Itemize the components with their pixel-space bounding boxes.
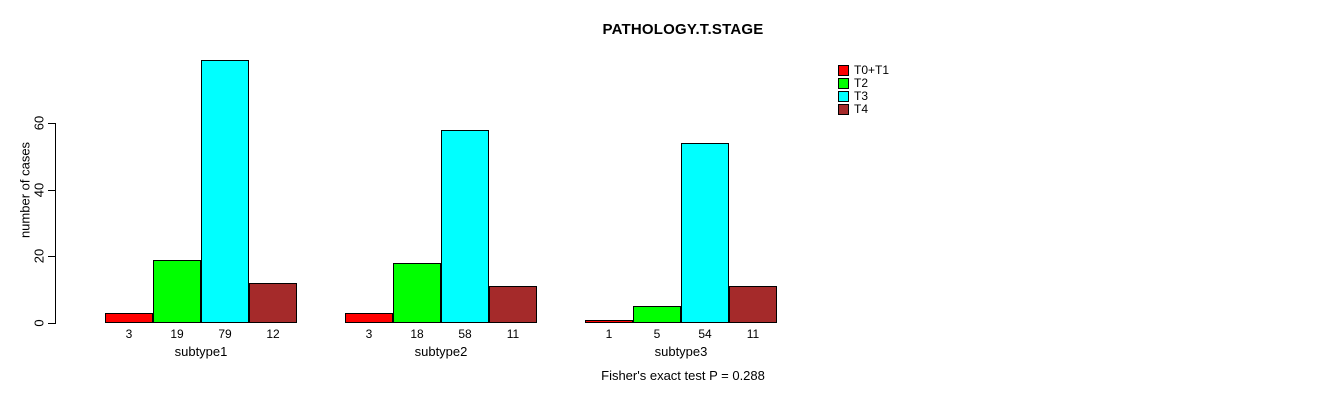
y-tick-label: 20 [31, 248, 47, 264]
bar-t4 [489, 286, 537, 323]
group-label-subtype3: subtype3 [654, 344, 708, 359]
y-axis-label: number of cases [17, 141, 33, 239]
legend-label: T3 [854, 89, 869, 103]
bar-value-label: 1 [605, 327, 613, 341]
legend-swatch [838, 65, 849, 76]
legend-swatch [838, 78, 849, 89]
chart-title: PATHOLOGY.T.STAGE [602, 21, 764, 38]
bar-value-label: 11 [746, 327, 760, 341]
legend: T0+T1 T2 T3 T4 [838, 64, 889, 116]
legend-label: T2 [854, 76, 869, 90]
bar-value-label: 3 [365, 327, 373, 341]
bar-value-label: 19 [170, 327, 184, 341]
bar-value-label: 58 [458, 327, 472, 341]
bar-value-label: 12 [266, 327, 280, 341]
legend-item-t2: T2 [838, 77, 889, 90]
bar-value-label: 11 [506, 327, 520, 341]
bar-t3 [201, 60, 249, 323]
legend-label: T4 [854, 102, 869, 116]
legend-item-t4: T4 [838, 103, 889, 116]
bar-value-label: 54 [698, 327, 712, 341]
y-tick-label: 0 [31, 319, 47, 327]
bar-value-label: 79 [218, 327, 232, 341]
legend-item-t3: T3 [838, 90, 889, 103]
bar-t4 [249, 283, 297, 323]
bar-t0-t1 [345, 313, 393, 323]
bar-t0-t1 [585, 320, 633, 323]
y-tick-mark [48, 190, 55, 191]
y-tick-mark [48, 323, 55, 324]
group-label-subtype1: subtype1 [174, 344, 228, 359]
bar-t2 [393, 263, 441, 323]
group-label-subtype2: subtype2 [414, 344, 468, 359]
bar-t3 [681, 143, 729, 323]
y-tick-mark [48, 123, 55, 124]
bar-value-label: 3 [125, 327, 133, 341]
bar-t0-t1 [105, 313, 153, 323]
y-tick-mark [48, 256, 55, 257]
bar-t3 [441, 130, 489, 323]
bar-t2 [633, 306, 681, 323]
y-tick-label: 60 [31, 115, 47, 131]
bar-value-label: 5 [653, 327, 661, 341]
annotation-fisher-test: Fisher's exact test P = 0.288 [601, 368, 765, 383]
legend-swatch [838, 104, 849, 115]
y-tick-label: 40 [31, 182, 47, 198]
bar-t4 [729, 286, 777, 323]
bar-value-label: 18 [410, 327, 424, 341]
bar-t2 [153, 260, 201, 323]
legend-swatch [838, 91, 849, 102]
legend-item-t0-t1: T0+T1 [838, 64, 889, 77]
legend-label: T0+T1 [854, 63, 890, 77]
y-axis-line [55, 123, 56, 324]
